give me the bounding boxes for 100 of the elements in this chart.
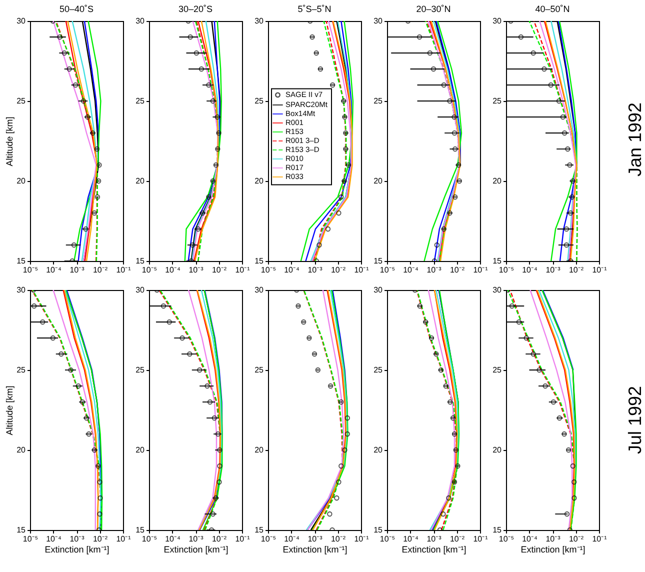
x-tick-label: 10⁻²: [212, 266, 227, 274]
y-tick-label: 25: [136, 366, 146, 374]
y-axis-title: Altitude [km]: [4, 386, 15, 436]
x-axis-title: Extinction [km⁻¹]: [520, 544, 586, 554]
x-tick-label: 10⁻³: [188, 266, 204, 274]
y-tick-label: 30: [254, 286, 264, 294]
y-tick-label: 15: [16, 256, 26, 266]
y-tick-label: 30: [374, 286, 384, 294]
y-tick-label: 25: [16, 366, 26, 374]
y-tick-label: 15: [492, 526, 502, 534]
x-tick-label: 10⁻¹: [354, 266, 370, 274]
x-tick-label: 10⁻²: [330, 266, 346, 274]
y-tick-label: 20: [374, 446, 384, 454]
x-tick-label: 10⁻³: [308, 266, 323, 274]
x-tick-label: 10⁻³: [70, 266, 85, 274]
chart-title: 50–40˚S: [59, 4, 94, 14]
chart-title: 5˚S–5˚N: [298, 4, 332, 14]
x-tick-label: 10⁻²: [450, 534, 465, 544]
y-tick-label: 30: [374, 16, 384, 26]
x-tick-label: 10⁻²: [450, 266, 465, 274]
y-tick-label: 20: [254, 446, 264, 454]
y-tick-label: 25: [254, 96, 264, 106]
x-tick-label: 10⁻⁴: [522, 266, 538, 274]
y-tick-label: 15: [16, 526, 26, 534]
chart-title: 30–20˚S: [178, 4, 213, 14]
y-tick-label: 15: [492, 256, 502, 266]
y-tick-label: 15: [136, 526, 146, 534]
x-tick-label: 10⁻⁴: [403, 534, 419, 544]
x-tick-label: 10⁻¹: [116, 266, 132, 274]
x-tick-label: 10⁻²: [568, 534, 584, 544]
y-tick-label: 20: [16, 446, 26, 454]
x-tick-label: 10⁻¹: [473, 534, 488, 544]
x-axis-title: Extinction [km⁻¹]: [282, 544, 348, 554]
y-tick-label: 30: [16, 16, 26, 26]
y-tick-label: 30: [136, 286, 146, 294]
x-tick-label: 10⁻⁵: [260, 266, 276, 274]
x-axis-title: Extinction [km⁻¹]: [44, 544, 110, 554]
y-tick-label: 15: [374, 256, 384, 266]
x-tick-label: 10⁻⁵: [498, 534, 514, 544]
y-tick-label: 30: [254, 16, 264, 26]
x-axis-title: Extinction [km⁻¹]: [164, 544, 228, 554]
chart-title: 20–30˚N: [416, 4, 451, 14]
x-tick-label: 10⁻⁵: [22, 534, 38, 544]
x-tick-label: 10⁻⁵: [498, 266, 514, 274]
x-tick-label: 10⁻¹: [473, 266, 488, 274]
y-axis-title: Altitude [km]: [4, 116, 15, 166]
x-tick-label: 10⁻⁴: [46, 266, 62, 274]
x-tick-label: 10⁻¹: [592, 266, 608, 274]
chart-title: 40–50˚N: [535, 4, 570, 14]
x-tick-label: 10⁻²: [92, 534, 108, 544]
x-tick-label: 10⁻¹: [116, 534, 132, 544]
y-tick-label: 20: [374, 176, 384, 186]
y-tick-label: 20: [136, 176, 146, 186]
x-tick-label: 10⁻⁵: [22, 266, 38, 274]
y-tick-label: 25: [16, 96, 26, 106]
x-tick-label: 10⁻⁴: [165, 534, 181, 544]
y-tick-label: 20: [254, 176, 264, 186]
y-tick-label: 30: [492, 286, 502, 294]
y-tick-label: 20: [492, 446, 502, 454]
x-tick-label: 10⁻³: [308, 534, 323, 544]
x-axis-title: Extinction [km⁻¹]: [402, 544, 466, 554]
x-tick-label: 10⁻²: [568, 266, 584, 274]
x-tick-label: 10⁻³: [546, 266, 561, 274]
x-tick-label: 10⁻⁴: [165, 266, 181, 274]
y-tick-label: 15: [374, 526, 384, 534]
y-tick-label: 20: [136, 446, 146, 454]
y-tick-label: 15: [136, 256, 146, 266]
x-tick-label: 10⁻⁴: [284, 266, 300, 274]
y-tick-label: 25: [492, 96, 502, 106]
x-tick-label: 10⁻²: [212, 534, 227, 544]
y-tick-label: 15: [254, 256, 264, 266]
x-tick-label: 10⁻⁵: [380, 534, 396, 544]
x-tick-label: 10⁻³: [426, 266, 442, 274]
y-tick-label: 25: [374, 96, 384, 106]
x-tick-label: 10⁻³: [426, 534, 442, 544]
x-tick-label: 10⁻¹: [354, 534, 370, 544]
x-tick-label: 10⁻⁵: [142, 266, 158, 274]
x-tick-label: 10⁻²: [330, 534, 346, 544]
text: Jan 1992: [624, 102, 645, 177]
text: Jul 1992: [624, 386, 645, 454]
x-tick-label: 10⁻⁴: [284, 534, 300, 544]
y-tick-label: 25: [136, 96, 146, 106]
x-tick-label: 10⁻⁵: [142, 534, 158, 544]
x-tick-label: 10⁻⁴: [522, 534, 538, 544]
y-tick-label: 20: [492, 176, 502, 186]
y-tick-label: 30: [492, 16, 502, 26]
x-tick-label: 10⁻¹: [235, 266, 250, 274]
y-tick-label: 30: [136, 16, 146, 26]
x-tick-label: 10⁻⁵: [260, 534, 276, 544]
x-tick-label: 10⁻²: [92, 266, 108, 274]
x-tick-label: 10⁻⁴: [403, 266, 419, 274]
x-tick-label: 10⁻¹: [235, 534, 250, 544]
y-tick-label: 25: [374, 366, 384, 374]
x-tick-label: 10⁻³: [70, 534, 85, 544]
y-tick-label: 15: [254, 526, 264, 534]
x-tick-label: 10⁻¹: [592, 534, 608, 544]
y-tick-label: 30: [16, 286, 26, 294]
y-tick-label: 25: [492, 366, 502, 374]
y-tick-label: 25: [254, 366, 264, 374]
x-tick-label: 10⁻⁴: [46, 534, 62, 544]
